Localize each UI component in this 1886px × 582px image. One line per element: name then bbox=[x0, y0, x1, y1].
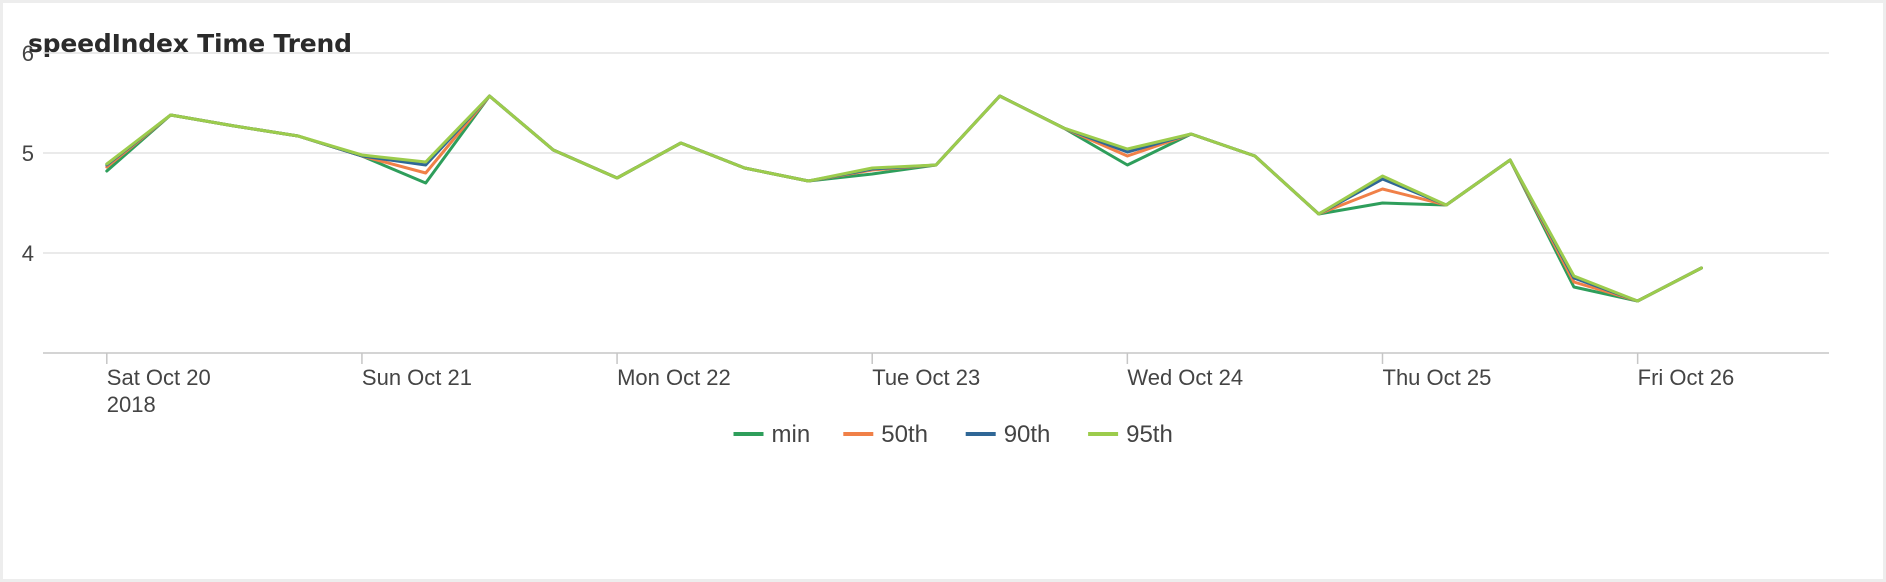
legend[interactable]: min 50th 90th 95th bbox=[733, 421, 1173, 448]
y-tick-label: 4 bbox=[22, 241, 34, 266]
series-lines bbox=[105, 94, 1703, 303]
series-line-90th bbox=[105, 94, 1703, 303]
x-tick-label: Thu Oct 25 bbox=[1383, 365, 1492, 390]
series-line-50th bbox=[105, 94, 1703, 303]
x-tick-label: Sat Oct 20 bbox=[107, 365, 211, 390]
y-axis-ticks: 4 5 6 bbox=[22, 41, 34, 266]
legend-item-min[interactable]: min bbox=[733, 421, 811, 448]
legend-label: 95th bbox=[1126, 421, 1173, 448]
y-tick-label: 5 bbox=[22, 141, 34, 166]
legend-item-95th[interactable]: 95th bbox=[1088, 421, 1173, 448]
series-line-95th bbox=[105, 94, 1703, 303]
series-line-min bbox=[105, 94, 1703, 303]
x-tick-label: Tue Oct 23 bbox=[872, 365, 980, 390]
legend-label: 90th bbox=[1004, 421, 1051, 448]
x-tick-label: Mon Oct 22 bbox=[617, 365, 731, 390]
legend-item-90th[interactable]: 90th bbox=[965, 421, 1051, 448]
y-tick-label: 6 bbox=[22, 41, 34, 66]
legend-label: min bbox=[772, 421, 811, 448]
x-tick-label: Fri Oct 26 bbox=[1638, 365, 1735, 390]
legend-item-50th[interactable]: 50th bbox=[843, 421, 928, 448]
legend-label: 50th bbox=[881, 421, 928, 448]
x-tick-sublabel: 2018 bbox=[107, 392, 156, 417]
x-tick-label: Sun Oct 21 bbox=[362, 365, 472, 390]
x-tick-label: Wed Oct 24 bbox=[1127, 365, 1243, 390]
gridlines bbox=[43, 52, 1829, 254]
